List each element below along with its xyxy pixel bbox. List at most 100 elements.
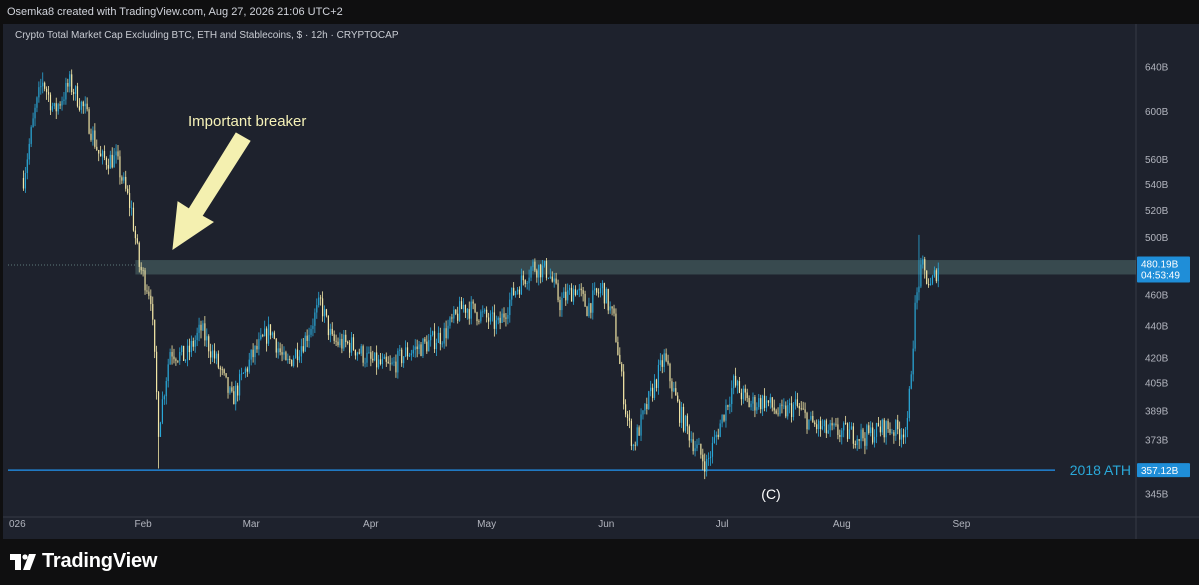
candle-body bbox=[306, 335, 308, 341]
candle-body bbox=[364, 362, 366, 364]
candle-body bbox=[190, 340, 192, 353]
candle-body bbox=[416, 346, 418, 350]
candle-body bbox=[248, 359, 250, 372]
top-bar: Osemka8 created with TradingView.com, Au… bbox=[0, 0, 1199, 24]
candle-body bbox=[850, 426, 853, 430]
candle-body bbox=[403, 356, 405, 364]
candle-body bbox=[287, 358, 289, 361]
candle-body bbox=[194, 340, 196, 347]
candle-body bbox=[706, 458, 708, 472]
candle-body bbox=[323, 309, 326, 317]
author-credit: Osemka8 created with TradingView.com, Au… bbox=[7, 6, 343, 18]
candle-body bbox=[829, 423, 831, 431]
chart-panel[interactable]: 026 Feb Mar Apr May Jun Jul Aug Sep 640B 600B 560B 5… bbox=[3, 24, 1199, 539]
candle-body bbox=[540, 264, 542, 278]
candle-body bbox=[385, 356, 387, 362]
candle-body bbox=[511, 287, 513, 300]
candle-body bbox=[242, 373, 245, 374]
x-tick-label: Mar bbox=[243, 519, 261, 530]
candle-body bbox=[464, 304, 467, 313]
candle-body bbox=[684, 415, 687, 431]
candle-body bbox=[472, 301, 474, 304]
candle-body bbox=[229, 387, 231, 393]
candle-body bbox=[142, 270, 144, 272]
candle-body bbox=[484, 309, 486, 312]
candle-body bbox=[605, 289, 607, 304]
candle-body bbox=[663, 353, 665, 367]
candle-body bbox=[107, 165, 109, 169]
candle-body bbox=[493, 312, 495, 329]
tradingview-brand[interactable]: TradingView bbox=[10, 550, 157, 573]
candle-body bbox=[291, 359, 293, 366]
candle-body bbox=[123, 176, 125, 181]
candle-body bbox=[866, 425, 868, 446]
candle-body bbox=[601, 283, 604, 289]
candle-body bbox=[132, 207, 135, 231]
candle-body bbox=[872, 427, 874, 443]
candle-body bbox=[374, 352, 376, 361]
candle-body bbox=[246, 368, 248, 372]
candle-body bbox=[156, 351, 158, 393]
candle-body bbox=[358, 352, 360, 354]
candle-body bbox=[856, 439, 858, 445]
candle-body bbox=[335, 340, 337, 342]
candle-body bbox=[352, 337, 355, 350]
breaker-zone bbox=[135, 260, 1136, 275]
candle-body bbox=[146, 290, 148, 292]
x-tick-label: Sep bbox=[953, 519, 971, 530]
candle-body bbox=[258, 338, 260, 350]
candle-body bbox=[96, 146, 98, 150]
candle-body bbox=[347, 341, 349, 343]
candle-body bbox=[186, 345, 189, 360]
candle-body bbox=[762, 395, 764, 410]
candle-body bbox=[443, 328, 445, 344]
candle-body bbox=[592, 290, 594, 313]
candle-body bbox=[858, 439, 860, 441]
candle-body bbox=[686, 415, 688, 427]
candle-body bbox=[609, 306, 611, 311]
candle-body bbox=[300, 346, 302, 357]
candle-body bbox=[354, 349, 356, 356]
candle-body bbox=[395, 361, 397, 373]
candle-body bbox=[777, 413, 779, 415]
candle-body bbox=[752, 396, 754, 404]
candle-body bbox=[916, 292, 918, 303]
candle-body bbox=[862, 429, 864, 439]
price-chart[interactable]: 026 Feb Mar Apr May Jun Jul Aug Sep 640B 600B 560B 5… bbox=[3, 24, 1199, 539]
candle-body bbox=[22, 178, 25, 189]
candle-body bbox=[582, 290, 584, 294]
candle-body bbox=[333, 334, 335, 341]
candle-body bbox=[640, 414, 642, 436]
candle-body bbox=[117, 151, 119, 157]
candle-body bbox=[125, 176, 127, 189]
candle-body bbox=[73, 92, 75, 94]
candle-body bbox=[184, 359, 187, 361]
candle-body bbox=[366, 352, 368, 363]
candle-body bbox=[389, 363, 391, 365]
candle-body bbox=[67, 82, 69, 87]
candle-body bbox=[636, 427, 638, 446]
candle-body bbox=[611, 306, 613, 309]
chart-title: Crypto Total Market Cap Excluding BTC, E… bbox=[15, 30, 399, 41]
candle-body bbox=[74, 86, 77, 94]
candle-body bbox=[516, 289, 519, 292]
candle-body bbox=[169, 352, 171, 365]
candle-body bbox=[486, 309, 488, 318]
candle-body bbox=[765, 400, 768, 408]
candle-body bbox=[690, 439, 692, 441]
candle-body bbox=[883, 419, 885, 438]
candle-body bbox=[725, 405, 727, 421]
candle-body bbox=[285, 352, 287, 361]
tradingview-logo-icon bbox=[10, 553, 36, 570]
candle-body bbox=[879, 426, 881, 433]
candle-body bbox=[42, 82, 44, 87]
candle-body bbox=[692, 439, 694, 452]
footer: TradingView bbox=[0, 539, 1199, 585]
candle-body bbox=[262, 335, 264, 337]
candle-body bbox=[128, 193, 131, 208]
x-tick-label: May bbox=[477, 519, 496, 530]
candle-body bbox=[771, 397, 773, 408]
candle-body bbox=[92, 130, 94, 140]
candle-body bbox=[885, 421, 887, 438]
candle-body bbox=[121, 177, 123, 181]
